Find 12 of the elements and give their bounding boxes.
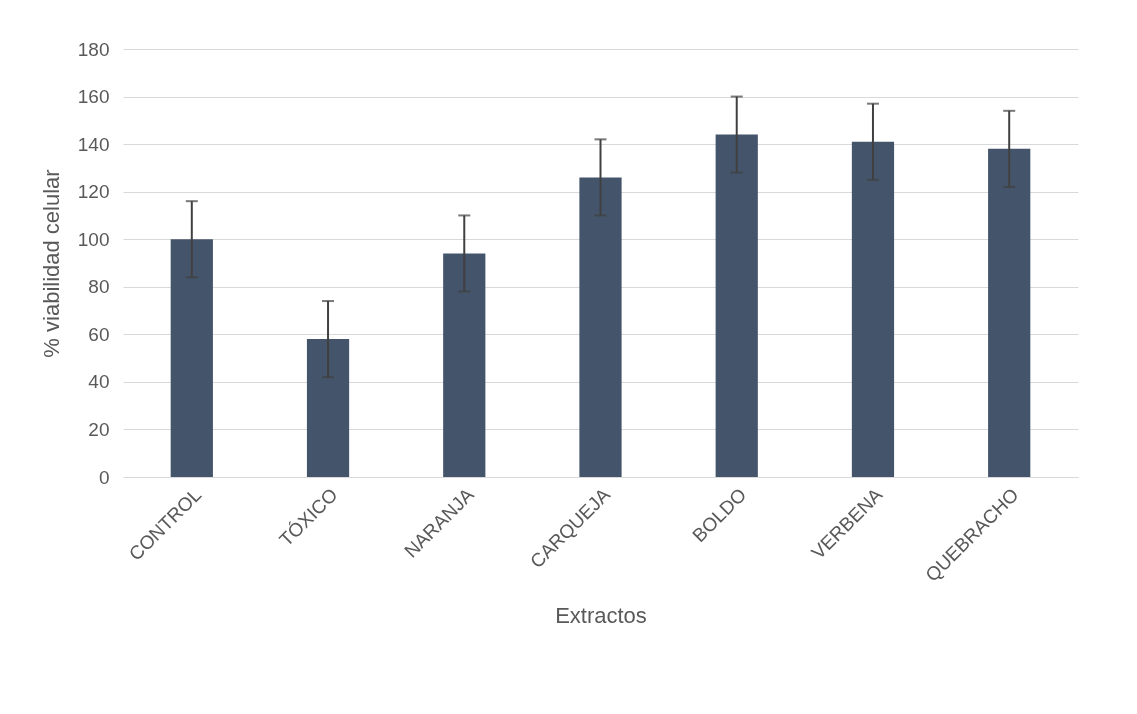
y-tick-label: 100 — [77, 228, 110, 250]
y-axis-title: % viabilidad celular — [38, 169, 64, 358]
y-tick-label: 120 — [77, 181, 110, 203]
y-tick-label: 140 — [77, 133, 110, 155]
y-tick-label: 0 — [98, 466, 110, 488]
y-tick-label: 40 — [88, 371, 110, 393]
y-tick-label: 80 — [88, 276, 110, 298]
x-axis-title: Extractos — [555, 602, 647, 628]
y-tick-label: 60 — [88, 323, 110, 345]
y-tick-label: 180 — [77, 38, 110, 60]
y-tick-label: 20 — [88, 418, 110, 440]
y-tick-label: 160 — [77, 86, 110, 108]
